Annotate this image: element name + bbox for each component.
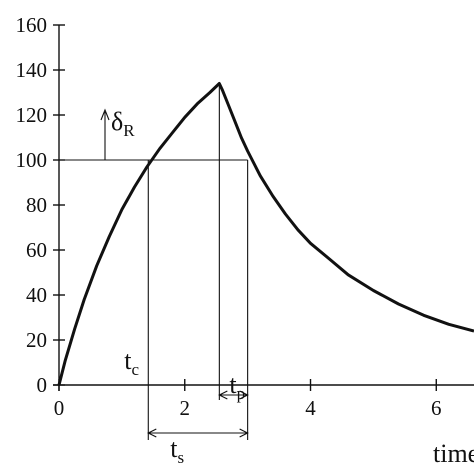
y-tick-label: 0 (37, 373, 48, 397)
y-tick-label: 160 (16, 13, 48, 37)
tick-labels: 0 20 40 60 80 100 120 140 160 0 2 4 6 time (16, 13, 474, 468)
x-tick-label: 4 (305, 396, 316, 420)
tp-arrow-head-left (218, 390, 228, 400)
tc-label: tc (124, 346, 139, 379)
tp-label: tp (229, 370, 245, 403)
ts-label: ts (170, 434, 184, 467)
x-axis-label: time (433, 439, 474, 468)
threshold-label: δR (111, 107, 135, 140)
series-layer (57, 82, 474, 386)
y-tick-label: 20 (26, 328, 47, 352)
y-tick-label: 80 (26, 193, 47, 217)
series-line (57, 82, 474, 386)
y-tick-label: 40 (26, 283, 47, 307)
y-tick-label: 60 (26, 238, 47, 262)
threshold-arrow-head (100, 108, 110, 121)
x-tick-label: 2 (180, 396, 191, 420)
annotations: δR tc tp ts (59, 83, 249, 467)
ts-arrow-head-left (147, 428, 157, 438)
y-tick-label: 140 (16, 58, 48, 82)
y-tick-label: 100 (16, 148, 48, 172)
axes (53, 24, 474, 391)
x-tick-label: 0 (54, 396, 65, 420)
ts-arrow-head-right (239, 428, 249, 438)
y-tick-label: 120 (16, 103, 48, 127)
tp-arrow-head-right (239, 390, 249, 400)
x-tick-label: 6 (431, 396, 442, 420)
